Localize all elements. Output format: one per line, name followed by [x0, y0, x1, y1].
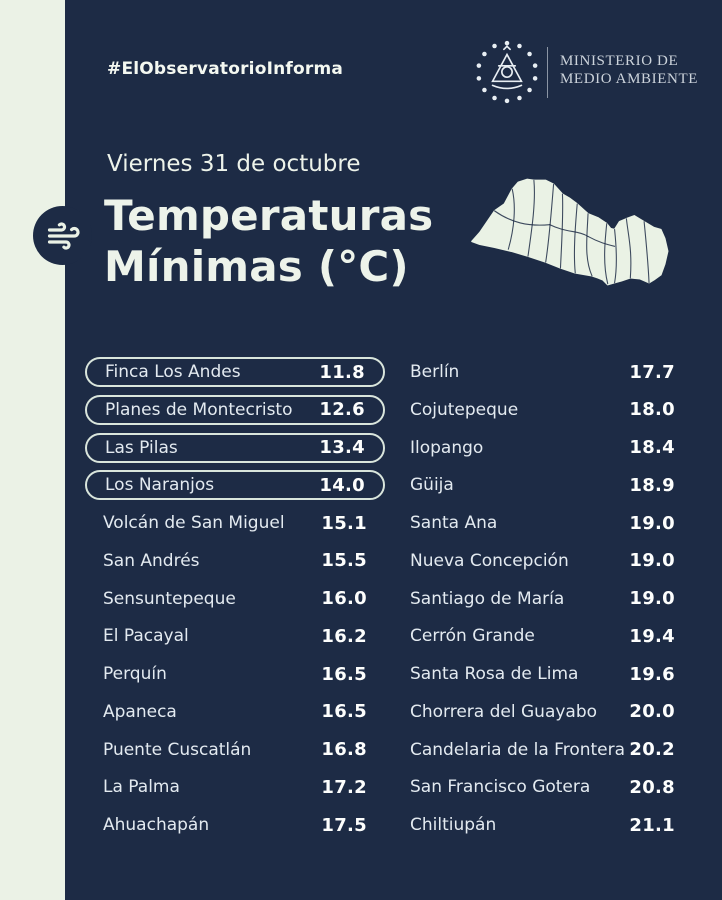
temperature-value: 20.8 [629, 776, 675, 798]
temp-row: Güija 18.9 [410, 470, 675, 500]
station-name: Puente Cuscatlán [103, 739, 252, 760]
temp-row: Volcán de San Miguel 15.1 [85, 508, 385, 538]
temperature-value: 19.0 [629, 588, 675, 609]
hashtag-label: #ElObservatorioInforma [107, 59, 344, 79]
station-name: San Andrés [103, 550, 200, 571]
temperature-value: 16.2 [321, 625, 367, 647]
temperature-value: 16.8 [321, 739, 367, 760]
temp-row: Santa Rosa de Lima 19.6 [410, 659, 675, 689]
temperature-value: 12.6 [319, 399, 365, 421]
main-navy-panel [65, 0, 722, 900]
temp-row-highlighted: Finca Los Andes 11.8 [85, 357, 385, 387]
station-name: Las Pilas [105, 437, 178, 458]
logo-divider [547, 47, 548, 98]
station-name: Santa Ana [410, 513, 498, 533]
station-name: Güija [410, 475, 454, 496]
temperature-value: 15.5 [321, 550, 367, 572]
temp-row: El Pacayal 16.2 [85, 621, 385, 651]
temperature-value: 14.0 [319, 474, 365, 496]
temperature-value: 11.8 [319, 361, 365, 383]
temperature-value: 17.5 [321, 814, 367, 836]
station-name: Finca Los Andes [105, 362, 241, 382]
station-name: Sensuntepeque [103, 588, 236, 609]
temp-row: Berlín 17.7 [410, 357, 675, 387]
temperature-value: 18.0 [629, 399, 675, 421]
station-name: Chorrera del Guayabo [410, 701, 598, 722]
station-name: Chiltiupán [410, 815, 497, 835]
temp-row: Chorrera del Guayabo 20.0 [410, 697, 675, 727]
page-title: Temperaturas Mínimas (°C) [104, 190, 433, 292]
temperature-value: 17.2 [321, 776, 367, 798]
station-name: Perquín [103, 664, 167, 684]
temp-row-highlighted: Los Naranjos 14.0 [85, 470, 385, 501]
temp-row: Santa Ana 19.0 [410, 508, 675, 538]
station-name: Los Naranjos [105, 475, 215, 496]
station-name: Cerrón Grande [410, 626, 535, 647]
temperature-value: 19.0 [629, 550, 675, 572]
temp-row: San Andrés 15.5 [85, 546, 385, 576]
date-label: Viernes 31 de octubre [107, 151, 361, 177]
temp-row: San Francisco Gotera 20.8 [410, 772, 675, 802]
title-line2: Mínimas (°C) [104, 242, 409, 291]
temp-row: Nueva Concepción 19.0 [410, 546, 675, 576]
temp-row: Ahuachapán 17.5 [85, 810, 385, 840]
temp-row: Candelaria de la Frontera 20.2 [410, 735, 675, 765]
wind-icon [33, 206, 92, 265]
temp-row: Santiago de María 19.0 [410, 584, 675, 614]
temp-row: Perquín 16.5 [85, 659, 385, 689]
temp-row: Apaneca 16.5 [85, 697, 385, 727]
station-name: Santa Rosa de Lima [410, 664, 579, 684]
station-name: Nueva Concepción [410, 550, 569, 571]
temperature-value: 16.0 [321, 588, 367, 609]
temp-row-highlighted: Planes de Montecristo 12.6 [85, 394, 385, 425]
station-name: Cojutepeque [410, 399, 519, 420]
temp-row: Cerrón Grande 19.4 [410, 621, 675, 651]
temperature-value: 19.4 [629, 625, 675, 647]
temp-row: Puente Cuscatlán 16.8 [85, 735, 385, 765]
station-name: Candelaria de la Frontera [410, 739, 626, 760]
temperature-value: 18.4 [629, 437, 675, 458]
temp-row: Sensuntepeque 16.0 [85, 584, 385, 614]
temperature-value: 16.5 [321, 663, 367, 685]
temp-row: Chiltiupán 21.1 [410, 810, 675, 840]
temperature-value: 20.0 [629, 701, 675, 723]
station-name: Planes de Montecristo [105, 399, 293, 420]
temperature-value: 16.5 [321, 701, 367, 723]
ministry-line1: MINISTERIO DE [560, 53, 679, 69]
station-name: La Palma [103, 777, 180, 798]
station-name: Santiago de María [410, 588, 565, 609]
temperature-value: 18.9 [629, 474, 675, 496]
ministry-logo-group: MINISTERIO DE MEDIO AMBIENTE [473, 38, 697, 108]
ministry-line2: MEDIO AMBIENTE [560, 71, 698, 87]
temperature-value: 19.6 [629, 663, 675, 685]
station-name: Volcán de San Miguel [103, 513, 285, 533]
station-name: Ilopango [410, 437, 484, 458]
temp-row: Ilopango 18.4 [410, 433, 675, 463]
title-line1: Temperaturas [104, 191, 434, 240]
temperature-column-right: Berlín 17.7 Cojutepeque 18.0 Ilopango 18.4 … [410, 357, 675, 848]
temperature-value: 19.0 [629, 512, 675, 534]
station-name: San Francisco Gotera [410, 777, 591, 798]
el-salvador-map [467, 167, 713, 301]
temperature-column-left: Finca Los Andes 11.8 Planes de Montecrist… [85, 357, 385, 848]
station-name: Apaneca [103, 701, 177, 722]
temp-row: La Palma 17.2 [85, 772, 385, 802]
temperature-value: 15.1 [321, 512, 367, 534]
ministry-name: MINISTERIO DE MEDIO AMBIENTE [560, 52, 698, 88]
temp-row-highlighted: Las Pilas 13.4 [85, 432, 385, 463]
temperature-value: 17.7 [629, 361, 675, 383]
coat-of-arms-icon [473, 38, 541, 106]
station-name: Berlín [410, 362, 460, 382]
station-name: El Pacayal [103, 626, 189, 647]
temp-row: Cojutepeque 18.0 [410, 395, 675, 425]
temperature-value: 20.2 [629, 739, 675, 760]
temperature-value: 21.1 [629, 814, 675, 836]
temperature-value: 13.4 [319, 437, 365, 458]
station-name: Ahuachapán [103, 815, 210, 835]
